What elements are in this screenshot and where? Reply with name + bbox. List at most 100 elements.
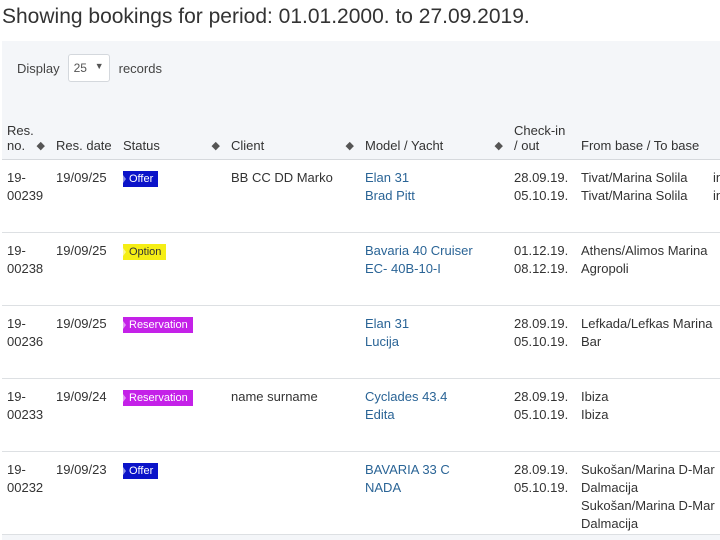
extra-top: in [713, 170, 720, 185]
check-in-date: 28.09.19. [514, 316, 569, 331]
check-in-out-cell: 28.09.19. 05.10.19. [509, 305, 576, 379]
header-check-in-line2: / out [514, 138, 540, 153]
res-date-cell: 19/09/25 [51, 305, 118, 379]
check-out-date: 05.10.19. [514, 334, 569, 349]
table-row[interactable]: 19- 00233 19/09/24 Reservation name surna… [2, 378, 720, 452]
bases-cell: Tivat/Marina Solila Tivat/Marina Solila [576, 159, 708, 233]
yacht-link[interactable]: Lucija [365, 334, 399, 349]
model-link[interactable]: Elan 31 [365, 170, 410, 185]
status-cell: Reservation [118, 378, 226, 452]
extra-bottom: in [713, 188, 720, 203]
header-res-date[interactable]: Res. date [51, 113, 118, 160]
res-no-number: 00239 [7, 188, 44, 203]
check-in-out-cell: 01.12.19. 08.12.19. [509, 232, 576, 306]
header-status-label: Status [123, 138, 160, 153]
res-no-prefix: 19- [7, 316, 26, 331]
table-row[interactable]: 19- 00238 19/09/25 Option Bavaria 40 Crui… [2, 232, 720, 306]
display-label: Display [17, 60, 60, 76]
from-base: Lefkada/Lefkas Marina [581, 316, 713, 331]
status-badge: Offer [123, 171, 159, 187]
client-cell: BB CC DD Marko [226, 159, 360, 233]
status-cell: Reservation [118, 305, 226, 379]
model-yacht-cell: BAVARIA 33 C NADA [360, 451, 509, 535]
model-yacht-cell: Cyclades 43.4 Edita [360, 378, 509, 452]
bookings-table: Res. no. ◆ Res. date Status ◆ Client ◆ [2, 113, 720, 535]
header-check-in-line1: Check-in [514, 123, 566, 138]
res-no-cell: 19- 00233 [2, 378, 51, 452]
header-status[interactable]: Status ◆ [118, 113, 226, 160]
client-cell [226, 451, 360, 535]
check-in-date: 28.09.19. [514, 389, 569, 404]
to-base: Ibiza [581, 407, 609, 422]
table-row[interactable]: 19- 00239 19/09/25 Offer BB CC DD Marko E… [2, 159, 720, 233]
res-no-prefix: 19- [7, 170, 26, 185]
client-cell [226, 305, 360, 379]
sort-icon[interactable]: ◆ [211, 140, 220, 152]
check-out-date: 05.10.19. [514, 480, 569, 495]
model-link[interactable]: Cyclades 43.4 [365, 389, 448, 404]
header-res-no[interactable]: Res. no. ◆ [2, 113, 51, 160]
header-from-to-base-label: From base / To base [581, 138, 700, 153]
yacht-link[interactable]: Brad Pitt [365, 188, 415, 203]
from-base-region: Dalmacija [581, 480, 639, 495]
to-base: Bar [581, 334, 602, 349]
extra-cell: in in [708, 159, 720, 233]
status-cell: Option [118, 232, 226, 306]
yacht-link[interactable]: EC- 40B-10-I [365, 261, 441, 276]
page-size-control: Display 25 ▼ records [17, 53, 162, 83]
sort-icon[interactable]: ◆ [494, 140, 503, 152]
to-base-region: Dalmacija [581, 516, 639, 531]
header-res-no-line2: no. [7, 138, 26, 153]
model-link[interactable]: BAVARIA 33 C [365, 462, 450, 477]
check-out-date: 08.12.19. [514, 261, 569, 276]
check-in-out-cell: 28.09.19. 05.10.19. [509, 159, 576, 233]
page-size-value: 25 [73, 61, 87, 75]
sort-icon[interactable]: ◆ [36, 140, 45, 152]
status-badge: Reservation [123, 390, 193, 406]
res-no-number: 00232 [7, 480, 44, 495]
model-yacht-cell: Bavaria 40 Cruiser EC- 40B-10-I [360, 232, 509, 306]
res-no-cell: 19- 00236 [2, 305, 51, 379]
header-model-yacht[interactable]: Model / Yacht ◆ [360, 113, 509, 160]
res-date-cell: 19/09/24 [51, 378, 118, 452]
bases-cell: Sukošan/Marina D-Mar Dalmacija Sukošan/Mar… [576, 451, 720, 535]
check-out-date: 05.10.19. [514, 188, 569, 203]
res-no-cell: 19- 00238 [2, 232, 51, 306]
check-in-date: 28.09.19. [514, 462, 569, 477]
bases-cell: Ibiza Ibiza [576, 378, 720, 452]
res-no-cell: 19- 00232 [2, 451, 51, 535]
from-base: Tivat/Marina Solila [581, 170, 688, 185]
header-model-yacht-label: Model / Yacht [365, 138, 444, 153]
bases-cell: Lefkada/Lefkas Marina Bar [576, 305, 720, 379]
client-cell [226, 232, 360, 306]
to-base: Sukošan/Marina D-Mar [581, 498, 715, 513]
res-no-number: 00236 [7, 334, 44, 349]
header-from-to-base[interactable]: From base / To base [576, 113, 720, 160]
status-badge: Reservation [123, 317, 193, 333]
yacht-link[interactable]: NADA [365, 480, 402, 495]
header-res-date-label: Res. date [56, 138, 112, 153]
table-row[interactable]: 19- 00232 19/09/23 Offer BAVARIA 33 C NADA… [2, 451, 720, 535]
bookings-table-wrapper: Res. no. ◆ Res. date Status ◆ Client ◆ [2, 113, 720, 540]
check-in-out-cell: 28.09.19. 05.10.19. [509, 378, 576, 452]
res-no-prefix: 19- [7, 243, 26, 258]
table-row[interactable]: 19- 00236 19/09/25 Reservation Elan 31 Luc… [2, 305, 720, 379]
status-cell: Offer [118, 451, 226, 535]
yacht-link[interactable]: Edita [365, 407, 395, 422]
header-res-no-line1: Res. [7, 123, 34, 138]
client-cell: name surname [226, 378, 360, 452]
check-in-date: 28.09.19. [514, 170, 569, 185]
res-no-number: 00233 [7, 407, 44, 422]
check-in-out-cell: 28.09.19. 05.10.19. [509, 451, 576, 535]
res-date-cell: 19/09/23 [51, 451, 118, 535]
header-client[interactable]: Client ◆ [226, 113, 360, 160]
status-badge: Option [123, 244, 167, 260]
sort-icon[interactable]: ◆ [345, 140, 354, 152]
page-size-select[interactable]: 25 ▼ [67, 54, 110, 82]
model-link[interactable]: Elan 31 [365, 316, 410, 331]
model-link[interactable]: Bavaria 40 Cruiser [365, 243, 473, 258]
res-no-number: 00238 [7, 261, 44, 276]
res-date-cell: 19/09/25 [51, 232, 118, 306]
header-check-in-out[interactable]: Check-in / out [509, 113, 576, 160]
to-base: Tivat/Marina Solila [581, 188, 688, 203]
